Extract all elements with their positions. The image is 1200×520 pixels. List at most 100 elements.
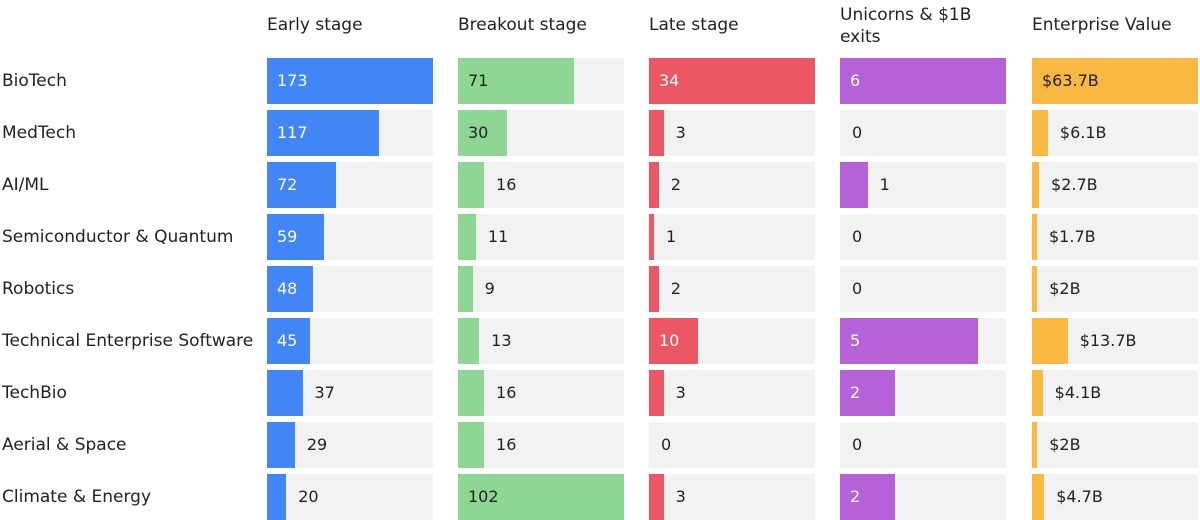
value-label: 5 — [850, 331, 861, 350]
value-label: 48 — [277, 279, 298, 298]
value-label: 9 — [484, 279, 495, 298]
value-label: 45 — [277, 331, 298, 350]
value-label: 59 — [277, 227, 298, 246]
bar-cell: 0 — [649, 422, 815, 468]
bar — [649, 110, 664, 156]
value-label: 20 — [298, 487, 319, 506]
column-header: Early stage — [267, 15, 363, 35]
row-label: AI/ML — [2, 175, 49, 195]
value-label: $4.1B — [1054, 383, 1102, 402]
column-header: Late stage — [649, 15, 739, 35]
value-label: 2 — [670, 279, 681, 298]
bar-cell: 13 — [458, 318, 624, 364]
value-label: $13.7B — [1079, 331, 1137, 350]
bar-cell: 72 — [267, 162, 433, 208]
bar-cell: 3 — [649, 110, 815, 156]
row-label: Climate & Energy — [2, 487, 151, 507]
value-label: $63.7B — [1042, 71, 1099, 90]
bar-cell: $13.7B — [1032, 318, 1198, 364]
bar-cell: 30 — [458, 110, 624, 156]
value-label: 1 — [879, 175, 890, 194]
bar-cell: 117 — [267, 110, 433, 156]
value-label: 2 — [850, 383, 861, 402]
bar — [458, 318, 480, 364]
bar-cell: 45 — [267, 318, 433, 364]
bar — [1032, 266, 1038, 312]
value-label: 3 — [675, 383, 686, 402]
bar — [649, 162, 659, 208]
value-label: 16 — [496, 435, 517, 454]
value-label: 13 — [491, 331, 512, 350]
bar — [267, 318, 311, 364]
row-label: Aerial & Space — [2, 435, 127, 455]
value-label: 2 — [850, 487, 861, 506]
bar — [1032, 162, 1040, 208]
value-label: $2B — [1049, 435, 1081, 454]
bar — [840, 58, 1006, 104]
row-label: Robotics — [2, 279, 75, 299]
column-header: Enterprise Value — [1032, 15, 1172, 35]
value-label: 72 — [277, 175, 298, 194]
bar-cell: 9 — [458, 266, 624, 312]
bar — [840, 474, 896, 520]
value-label: 0 — [852, 279, 863, 298]
bar-cell: 2 — [649, 162, 815, 208]
bar — [649, 474, 664, 520]
bar — [267, 266, 314, 312]
bar — [458, 474, 624, 520]
bar-cell: 1 — [649, 214, 815, 260]
bar-cell: $2B — [1032, 422, 1198, 468]
bar — [840, 370, 896, 416]
bar — [1032, 214, 1037, 260]
value-label: 2 — [670, 175, 681, 194]
bar-cell: 59 — [267, 214, 433, 260]
bar-cell: 6 — [840, 58, 1006, 104]
row-label: MedTech — [2, 123, 76, 143]
bar-cell: 16 — [458, 162, 624, 208]
bar-cell: 71 — [458, 58, 624, 104]
bar — [267, 58, 433, 104]
bar — [458, 110, 507, 156]
value-label: 1 — [666, 227, 677, 246]
bar-cell: $2.7B — [1032, 162, 1198, 208]
bar-cell: 37 — [267, 370, 433, 416]
bar-cell: 3 — [649, 370, 815, 416]
value-label: 6 — [850, 71, 861, 90]
bar — [267, 474, 287, 520]
bar-cell: 5 — [840, 318, 1006, 364]
column-header: Breakout stage — [458, 15, 587, 35]
bar-cell: 34 — [649, 58, 815, 104]
value-label: 71 — [468, 71, 489, 90]
value-label: $6.1B — [1059, 123, 1107, 142]
value-label: 37 — [314, 383, 335, 402]
bar-cell: 20 — [267, 474, 433, 520]
bar-cell: 10 — [649, 318, 815, 364]
bar — [840, 162, 868, 208]
row-label: Technical Enterprise Software — [2, 331, 254, 351]
bar — [267, 214, 324, 260]
bar — [1032, 370, 1043, 416]
bar — [458, 162, 485, 208]
value-label: 11 — [487, 227, 509, 246]
bar — [458, 422, 485, 468]
bar — [840, 318, 979, 364]
bar-cell: 2 — [840, 370, 1006, 416]
bar — [649, 370, 664, 416]
bar — [649, 58, 815, 104]
bar — [267, 162, 337, 208]
bar — [649, 214, 654, 260]
value-label: 0 — [852, 227, 863, 246]
row-label: Semiconductor & Quantum — [2, 227, 234, 247]
bar — [458, 370, 485, 416]
bar — [267, 422, 295, 468]
bar-cell: 1 — [840, 162, 1006, 208]
value-label: 29 — [306, 435, 328, 454]
bar — [1032, 422, 1038, 468]
bar-cell: $6.1B — [1032, 110, 1198, 156]
bar — [649, 266, 659, 312]
bar-cell: 16 — [458, 370, 624, 416]
bar-cell: 16 — [458, 422, 624, 468]
value-label: 0 — [661, 435, 672, 454]
value-label: 0 — [852, 435, 863, 454]
bar-cell: 0 — [840, 266, 1006, 312]
